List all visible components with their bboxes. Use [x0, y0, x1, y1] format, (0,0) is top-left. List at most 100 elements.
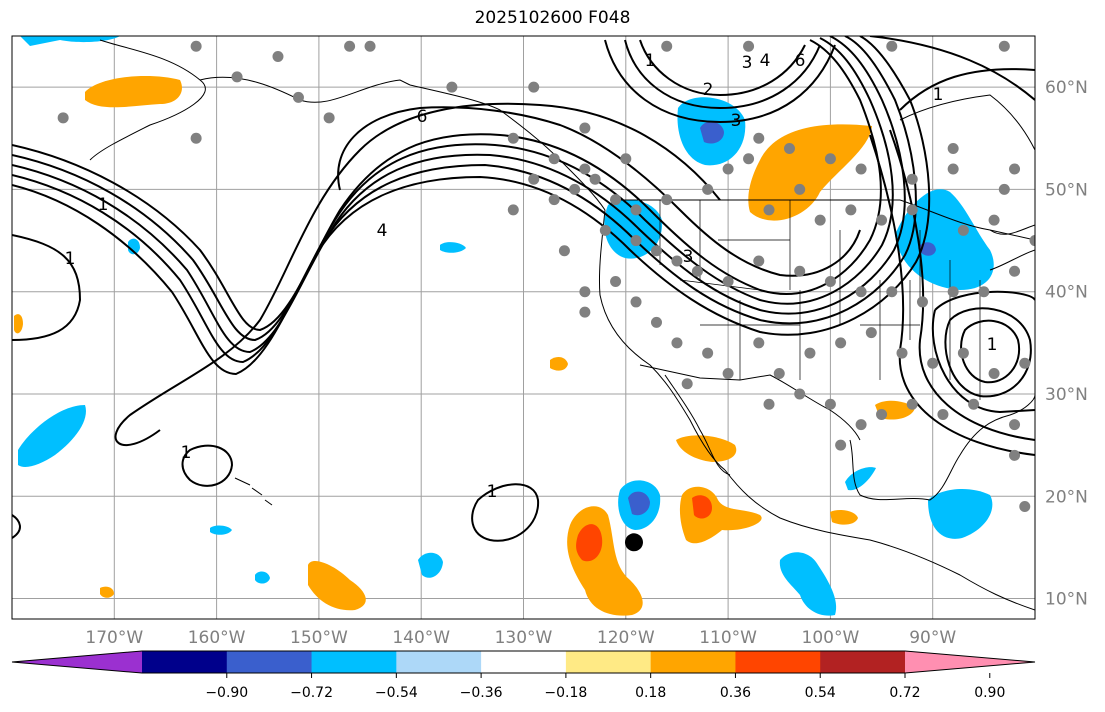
longitude-label: 170°W	[85, 628, 143, 648]
contour-low-3	[931, 290, 1035, 414]
station-dot	[1029, 235, 1035, 247]
chart-title: 2025102600 F048	[474, 8, 631, 28]
station-dot	[620, 153, 632, 165]
station-dot	[927, 357, 939, 369]
orange-region-small-1	[550, 356, 568, 371]
station-dot	[824, 153, 836, 165]
contour-label: 1	[987, 335, 998, 355]
colorbar-tick-label: 0.36	[720, 685, 751, 701]
east-canada-coast	[989, 224, 1035, 271]
colorbar-tick-label: −0.18	[544, 685, 587, 701]
station-dot	[937, 408, 949, 420]
contour-label: 3	[731, 111, 742, 131]
station-dot	[231, 71, 243, 83]
blue-region-bc-core	[700, 121, 724, 144]
station-dot	[855, 286, 867, 298]
colorbar-extend-high	[905, 651, 1035, 673]
station-dot	[558, 245, 570, 257]
station-dot	[906, 204, 918, 216]
gulf-coast	[849, 394, 1035, 501]
contour-label: 1	[645, 51, 656, 71]
station-dot	[835, 439, 847, 451]
station-dot	[507, 204, 519, 216]
contour-1-bigloop	[12, 102, 721, 447]
station-dot	[998, 40, 1010, 52]
contour-label: 2	[703, 80, 714, 100]
contour-label: 4	[377, 221, 388, 241]
station-dot	[947, 163, 959, 175]
station-dot	[763, 398, 775, 410]
longitude-label: 90°W	[909, 628, 956, 648]
station-dot	[1009, 265, 1021, 277]
contour-label: 1	[98, 195, 109, 215]
latitude-label: 30°N	[1045, 385, 1088, 405]
mexico-pacific-coast	[724, 469, 1035, 611]
blue-region-yucatan	[928, 488, 993, 539]
station-dot	[630, 296, 642, 308]
station-dot	[630, 204, 642, 216]
contour-fragment-west	[12, 514, 21, 539]
contour-label: 3	[683, 247, 694, 267]
colorbar-segment	[820, 651, 906, 673]
station-dot	[876, 214, 888, 226]
contour-west-2	[12, 37, 894, 342]
contour-east-1	[889, 129, 1035, 441]
station-dot	[763, 204, 775, 216]
longitude-labels: 170°W 160°W 150°W 140°W 130°W 120°W 110°W 100°W…	[85, 628, 956, 648]
colorbar-tick-label: −0.90	[205, 685, 248, 701]
station-dot	[610, 194, 622, 206]
station-dot	[896, 347, 908, 359]
station-dot	[906, 173, 918, 185]
station-dot	[722, 163, 734, 175]
longitude-label: 120°W	[597, 628, 655, 648]
longitude-label: 140°W	[392, 628, 450, 648]
station-dot	[661, 40, 673, 52]
station-dot	[753, 132, 765, 144]
station-dot	[661, 194, 673, 206]
contour-west-3	[12, 36, 906, 354]
contour-north-loop-2	[624, 39, 821, 110]
blue-region-small-6	[845, 467, 876, 491]
station-dot	[57, 112, 69, 124]
station-dot	[794, 183, 806, 195]
contour-6-upper	[337, 106, 861, 277]
contour-label: 1	[487, 482, 498, 502]
orange-region-alaska	[85, 76, 182, 108]
contour-west-5	[12, 36, 931, 376]
contour-label: 1	[65, 249, 76, 269]
station-dot	[364, 40, 376, 52]
orange-region-small-3	[14, 314, 23, 334]
station-dot	[1009, 449, 1021, 461]
station-dot	[773, 368, 785, 380]
station-dot	[794, 265, 806, 277]
station-dot	[702, 183, 714, 195]
colorbar-segment	[226, 651, 313, 673]
station-dot	[947, 286, 959, 298]
station-dot	[344, 40, 356, 52]
blue-region-small-5	[255, 571, 270, 584]
contour-1-hawaii	[181, 444, 234, 487]
station-dot	[681, 378, 693, 390]
anomaly-shading	[14, 36, 994, 616]
blue-region-small-2	[418, 552, 443, 578]
station-dot	[998, 183, 1010, 195]
station-dot	[630, 235, 642, 247]
west-coast-us	[598, 209, 726, 471]
station-dot	[579, 122, 591, 134]
station-dot	[292, 91, 304, 103]
station-dot	[702, 347, 714, 359]
station-dot	[272, 50, 284, 62]
contour-lines	[12, 36, 1035, 542]
longitude-label: 100°W	[802, 628, 860, 648]
contour-low-1	[960, 319, 1021, 384]
station-dot	[804, 347, 816, 359]
station-dot	[886, 40, 898, 52]
station-dot	[855, 163, 867, 175]
contour-east-arc-1	[869, 36, 1035, 101]
station-dot	[957, 347, 969, 359]
station-dot	[845, 204, 857, 216]
station-dot	[947, 143, 959, 155]
contour-label: 4	[760, 51, 771, 71]
station-dot	[1019, 357, 1031, 369]
blue-region-small-4	[210, 525, 232, 535]
